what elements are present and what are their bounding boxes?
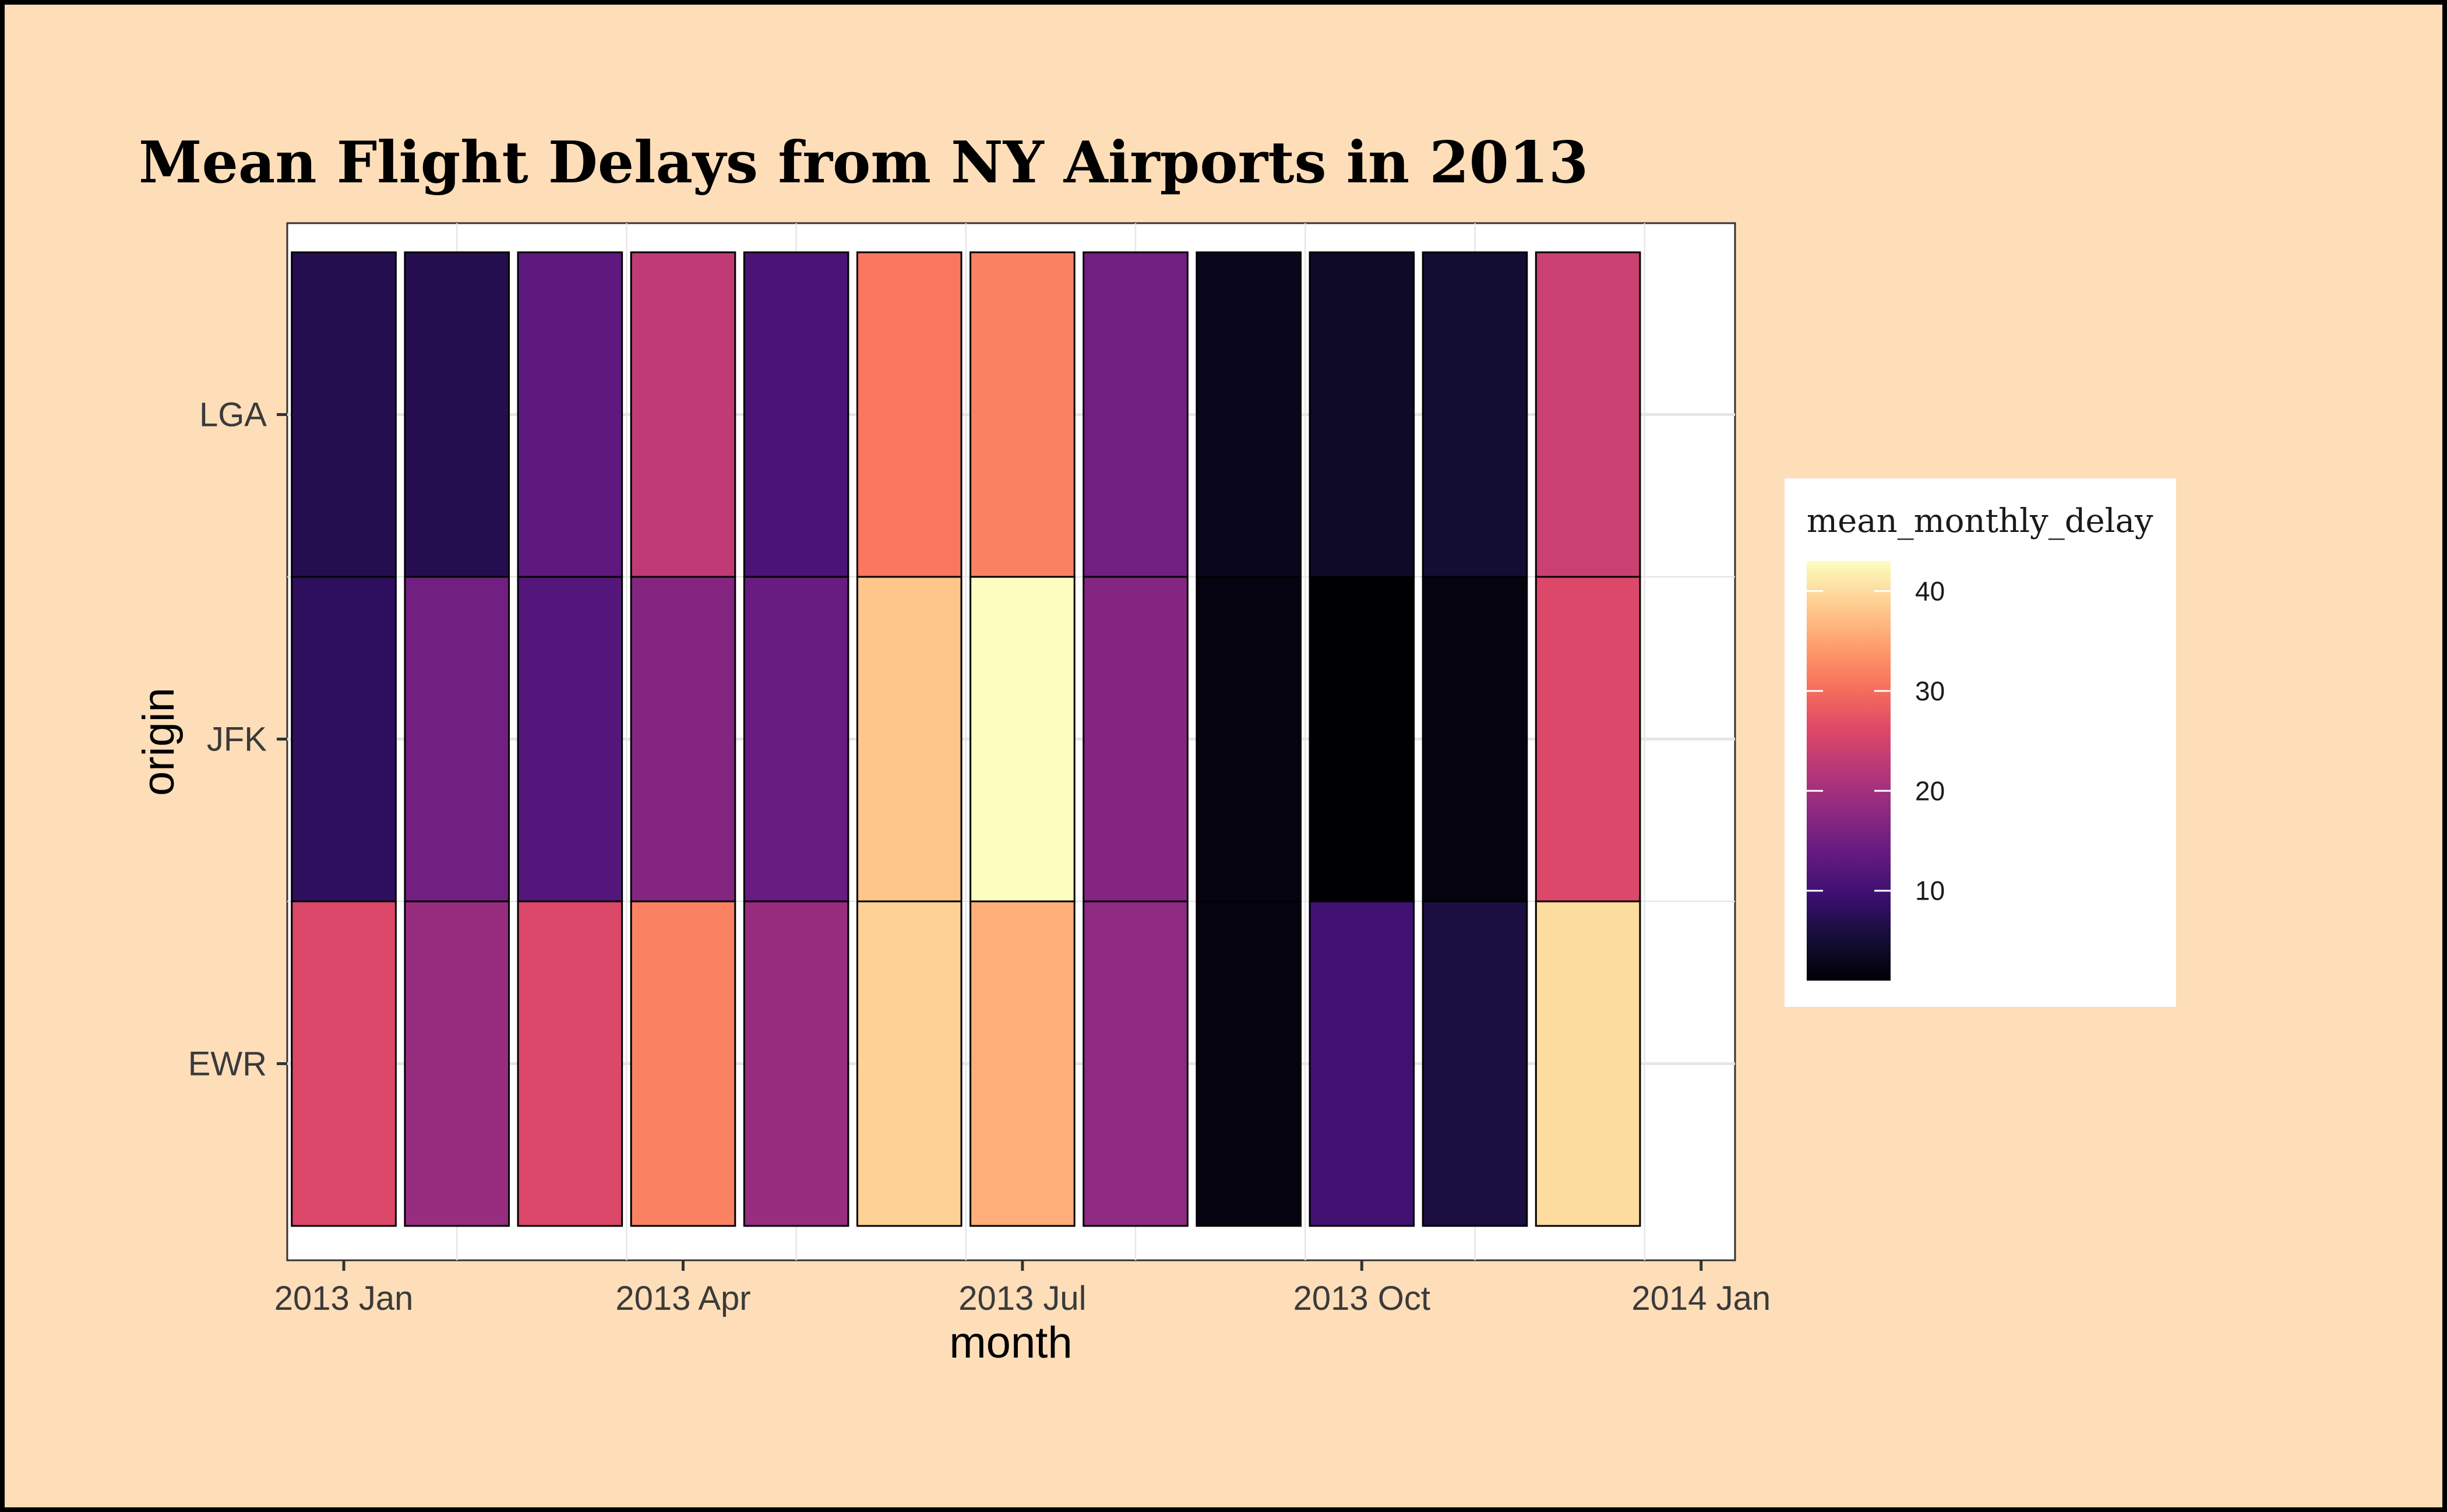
heatmap-tile-jfk-1 bbox=[291, 576, 397, 903]
heatmap-tile-ewr-10 bbox=[1309, 900, 1415, 1227]
heatmap-tile-ewr-9 bbox=[1196, 900, 1302, 1227]
heatmap-tile-ewr-3 bbox=[517, 900, 623, 1227]
heatmap-tile-lga-7 bbox=[969, 251, 1076, 578]
heatmap-tile-jfk-9 bbox=[1196, 576, 1302, 903]
heatmap-tile-lga-10 bbox=[1309, 251, 1415, 578]
heatmap-tile-lga-4 bbox=[630, 251, 736, 578]
heatmap-tile-jfk-7 bbox=[969, 576, 1076, 903]
heatmap-tile-jfk-3 bbox=[517, 576, 623, 903]
legend-title: mean_monthly_delay bbox=[1807, 502, 2153, 540]
chart-title: Mean Flight Delays from NY Airports in 2… bbox=[139, 129, 1588, 196]
x-tick-label: 2013 Oct bbox=[1293, 1280, 1430, 1317]
heatmap-tile-lga-1 bbox=[291, 251, 397, 578]
legend-colorbar bbox=[1807, 561, 1891, 981]
heatmap-tile-jfk-5 bbox=[743, 576, 849, 903]
heatmap-tile-jfk-8 bbox=[1083, 576, 1189, 903]
legend-tick-label: 20 bbox=[1915, 776, 1945, 806]
heatmap-tiles bbox=[291, 251, 1641, 1227]
heatmap-tile-lga-3 bbox=[517, 251, 623, 578]
y-tick-label: EWR bbox=[188, 1045, 267, 1083]
x-tick-label: 2013 Apr bbox=[615, 1280, 750, 1317]
y-axis-title: origin bbox=[134, 688, 184, 796]
y-tick-label: JFK bbox=[207, 721, 267, 759]
heatmap-tile-ewr-5 bbox=[743, 900, 849, 1227]
heatmap-tile-ewr-4 bbox=[630, 900, 736, 1227]
heatmap-tile-lga-11 bbox=[1422, 251, 1528, 578]
heatmap-tile-lga-12 bbox=[1535, 251, 1641, 578]
legend-ticks: 10 20 30 40 bbox=[1807, 576, 1945, 906]
heatmap-tile-ewr-7 bbox=[969, 900, 1076, 1227]
heatmap-tile-lga-5 bbox=[743, 251, 849, 578]
heatmap-tile-lga-6 bbox=[856, 251, 962, 578]
axes: 2013 Jan 2013 Apr 2013 Jul 2013 Oct 2014 Jan… bbox=[188, 396, 1771, 1318]
legend: mean_monthly_delay 10 20 30 40 bbox=[1785, 478, 2176, 1007]
y-tick-label: LGA bbox=[199, 396, 267, 434]
legend-tick-label: 30 bbox=[1915, 676, 1945, 706]
heatmap-tile-jfk-11 bbox=[1422, 576, 1528, 903]
heatmap-tile-ewr-1 bbox=[291, 900, 397, 1227]
heatmap-tile-ewr-12 bbox=[1535, 900, 1641, 1227]
x-axis-title: month bbox=[949, 1318, 1072, 1368]
heatmap-tile-jfk-2 bbox=[404, 576, 510, 903]
x-tick-label: 2014 Jan bbox=[1631, 1280, 1771, 1317]
heatmap-tile-lga-2 bbox=[404, 251, 510, 578]
x-tick-label: 2013 Jul bbox=[958, 1280, 1086, 1317]
heatmap-tile-jfk-4 bbox=[630, 576, 736, 903]
heatmap-tile-ewr-6 bbox=[856, 900, 962, 1227]
heatmap-tile-jfk-10 bbox=[1309, 576, 1415, 903]
heatmap-tile-jfk-12 bbox=[1535, 576, 1641, 903]
heatmap-tile-lga-9 bbox=[1196, 251, 1302, 578]
heatmap-tile-ewr-8 bbox=[1083, 900, 1189, 1227]
heatmap-tile-jfk-6 bbox=[856, 576, 962, 903]
legend-tick-label: 40 bbox=[1915, 576, 1945, 606]
x-tick-label: 2013 Jan bbox=[274, 1280, 414, 1317]
heatmap-tile-lga-8 bbox=[1083, 251, 1189, 578]
chart-svg: Mean Flight Delays from NY Airports in 2… bbox=[134, 129, 2176, 1368]
legend-tick-label: 10 bbox=[1915, 876, 1945, 906]
heatmap-tile-ewr-11 bbox=[1422, 900, 1528, 1227]
heatmap-tile-ewr-2 bbox=[404, 900, 510, 1227]
